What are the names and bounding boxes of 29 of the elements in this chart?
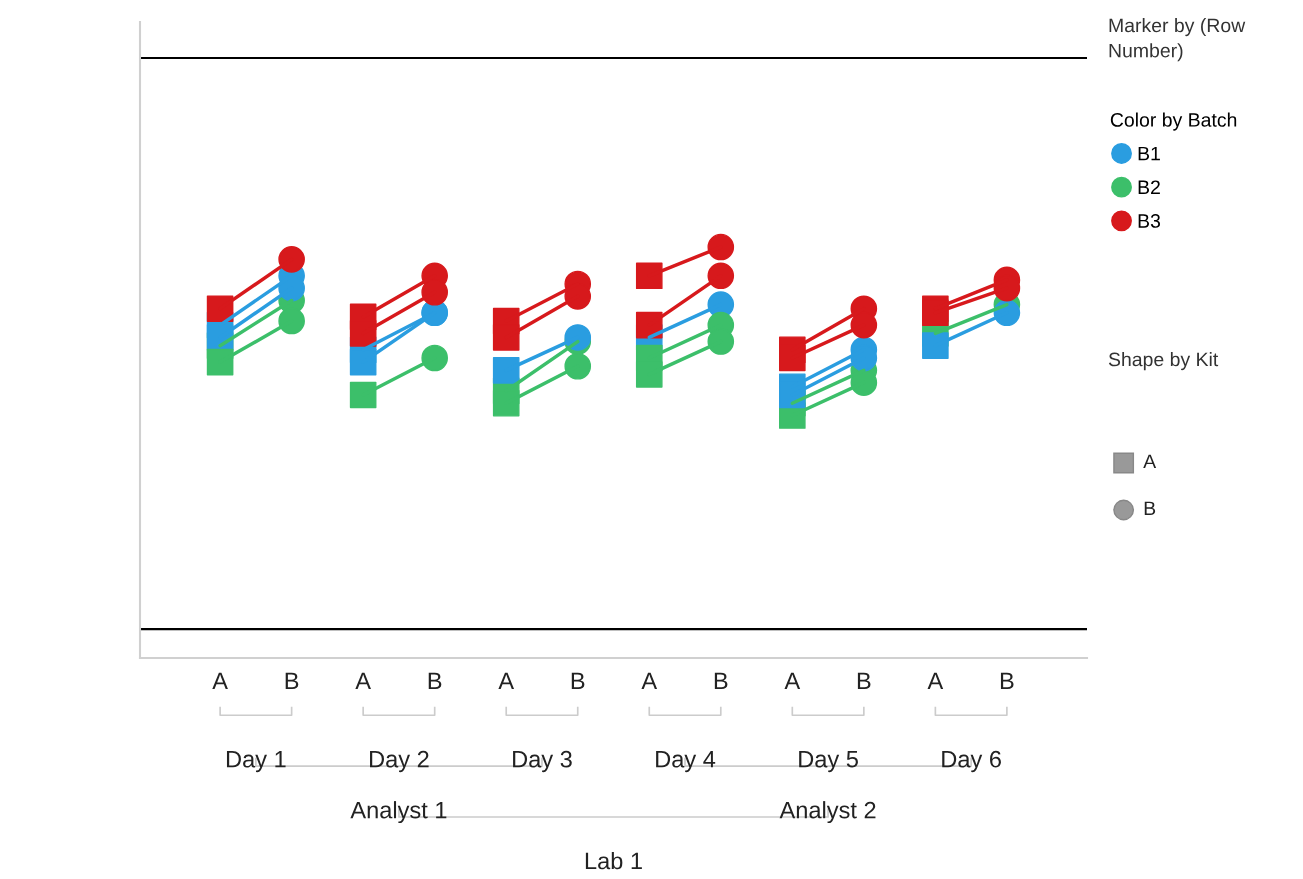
text: Lab 1 (585, 851, 642, 870)
x-tick-label: B (714, 672, 728, 689)
x-tick-label: A (927, 672, 944, 689)
legend-label: B2 (1138, 180, 1160, 194)
x-tick-label: A (784, 672, 801, 689)
text: Analyst 1 (350, 801, 447, 824)
text: B (1144, 501, 1156, 516)
text: Day 6 (942, 750, 1001, 773)
text: Marker by (Row Number) (1109, 18, 1246, 62)
legend-label: B1 (1138, 146, 1160, 161)
text: A (1143, 454, 1157, 469)
text: Day 4 (656, 751, 716, 773)
text: Day 5 (799, 751, 858, 773)
x-tick-label: B (1000, 672, 1014, 689)
x-tick-label: A (641, 672, 658, 689)
text: Day 1 (226, 751, 286, 773)
x-tick-label: A (355, 672, 371, 689)
x-tick-label: A (212, 672, 228, 689)
text: Shape by Kit (1108, 352, 1219, 371)
legend-title: Color by Batch (1110, 112, 1237, 131)
x-tick-label: B (857, 672, 871, 689)
x-tick-label: B (428, 672, 442, 689)
x-tick-label: B (285, 672, 299, 689)
text: Day 2 (370, 750, 429, 773)
x-tick-label: A (498, 672, 515, 689)
text: Analyst 2 (779, 801, 876, 824)
legend-label: B3 (1138, 214, 1161, 228)
x-tick-label: B (571, 672, 585, 689)
text: Day 3 (513, 750, 572, 773)
